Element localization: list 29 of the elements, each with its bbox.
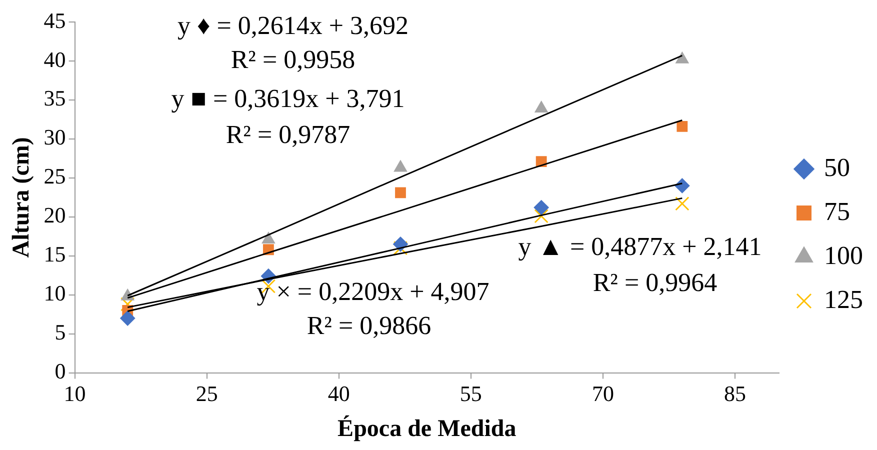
legend-label: 75 xyxy=(824,196,850,226)
y-tick-label: 15 xyxy=(44,242,66,267)
x-tick-label: 25 xyxy=(196,380,218,406)
y-tick-label: 0 xyxy=(54,358,66,384)
y-tick-label: 20 xyxy=(44,202,66,228)
x-tick-label: 55 xyxy=(460,380,482,406)
legend-label: 100 xyxy=(824,240,863,270)
y-tick-label: 35 xyxy=(44,86,66,111)
y-tick-label: 5 xyxy=(54,320,66,345)
annotation: y ▲ = 0,4877x + 2,141 xyxy=(518,232,762,261)
annotation: y ■ = 0,3619x + 3,791 xyxy=(171,84,405,113)
y-tick-label: 45 xyxy=(44,8,66,33)
annotation: R² = 0,9964 xyxy=(592,268,718,297)
annotation: y ♦ = 0,2614x + 3,692 xyxy=(177,10,409,40)
y-tick-label: 10 xyxy=(44,280,66,306)
x-axis-title: Época de Medida xyxy=(338,414,516,442)
annotation: R² = 0,9787 xyxy=(226,120,350,149)
legend-label: 50 xyxy=(824,152,850,182)
y-tick-label: 40 xyxy=(44,46,66,72)
y-tick-label: 25 xyxy=(44,164,66,189)
annotation: R² = 0,9958 xyxy=(230,44,356,74)
x-tick-label: 85 xyxy=(724,380,746,406)
x-tick-label: 40 xyxy=(328,380,350,406)
annotation: y × = 0,2209x + 4,907 xyxy=(256,276,490,306)
legend-label: 125 xyxy=(824,284,863,314)
x-tick-label: 70 xyxy=(592,380,614,406)
annotation: R² = 0,9866 xyxy=(306,310,432,340)
y-tick-label: 30 xyxy=(44,124,66,150)
y-axis-title: Altura (cm) xyxy=(8,137,35,258)
